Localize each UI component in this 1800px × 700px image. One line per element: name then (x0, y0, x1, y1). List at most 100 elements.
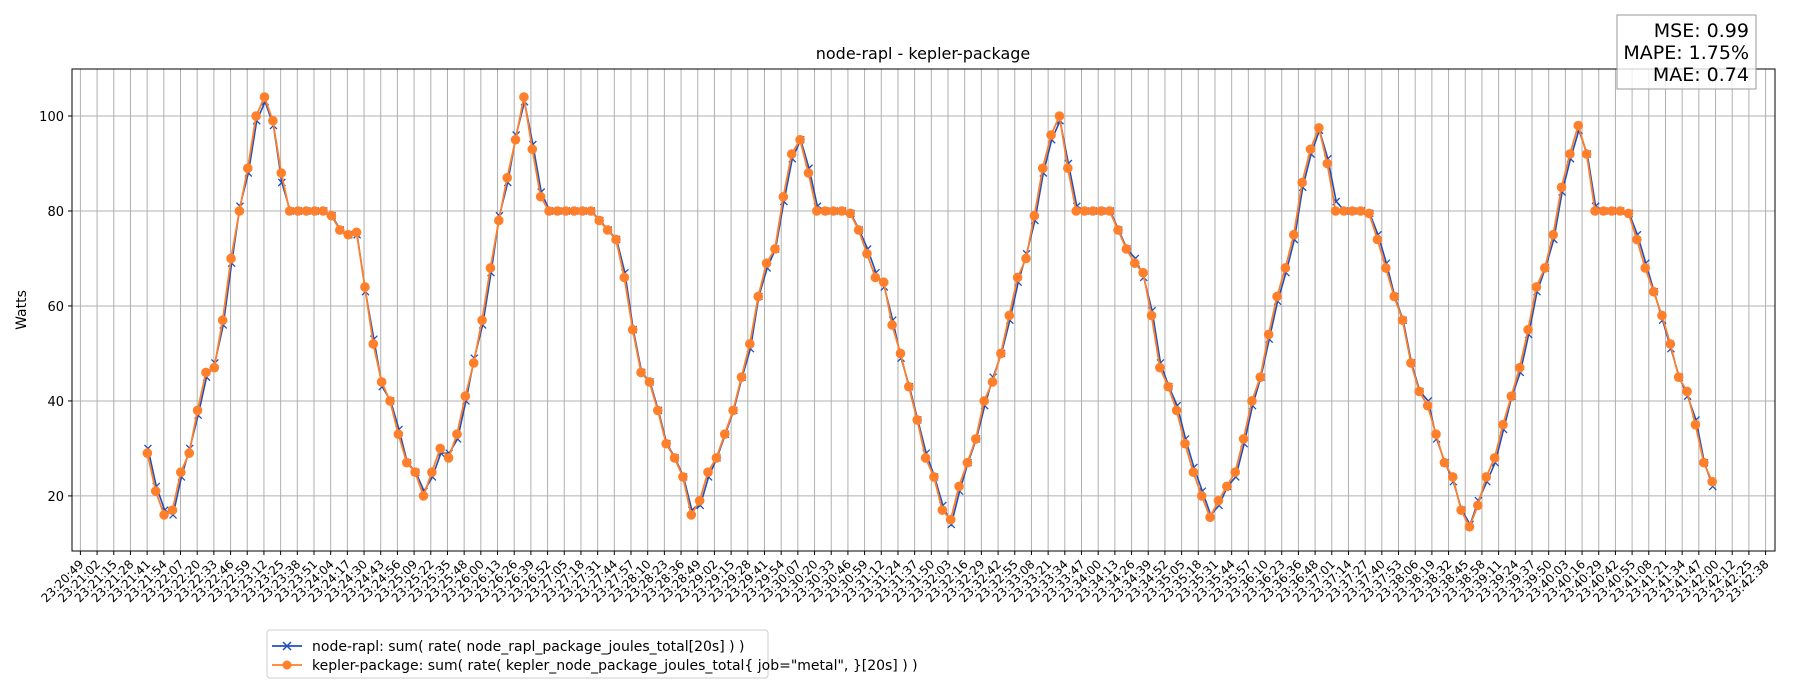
data-point-kepler-package (1339, 206, 1349, 216)
data-point-kepler-package (1280, 263, 1291, 273)
data-point-kepler-package (786, 149, 797, 159)
data-point-kepler-package (343, 229, 353, 240)
data-point-kepler-package (1481, 472, 1492, 482)
data-point-kepler-package (1364, 208, 1374, 219)
data-point-kepler-package (1213, 495, 1224, 506)
data-point-kepler-package (1682, 386, 1692, 397)
data-point-kepler-package (711, 453, 722, 463)
legend-x-marker-icon (282, 641, 292, 651)
data-point-kepler-package (1565, 149, 1575, 159)
data-point-kepler-package (1372, 234, 1383, 245)
data-point-kepler-package (502, 172, 512, 183)
data-point-kepler-package (945, 514, 956, 525)
data-point-kepler-package (242, 163, 253, 174)
y-tick-label: 100 (39, 110, 64, 125)
data-point-kepler-package (1021, 253, 1031, 264)
axes-frame (71, 68, 1776, 552)
data-point-kepler-package (1406, 358, 1416, 368)
data-point-kepler-package (920, 453, 931, 463)
data-point-kepler-package (929, 472, 939, 482)
data-point-kepler-package (1439, 457, 1450, 468)
data-point-kepler-package (217, 315, 228, 326)
data-point-kepler-package (1171, 405, 1182, 416)
data-point-kepler-package (912, 415, 922, 425)
data-point-kepler-package (1447, 472, 1458, 482)
data-point-kepler-package (828, 206, 839, 216)
data-point-kepler-package (401, 457, 412, 468)
y-tick-label: 80 (47, 205, 64, 220)
data-point-kepler-package (753, 291, 764, 302)
chart-title: node-rapl - kepler-package (816, 44, 1031, 63)
data-point-kepler-package (226, 253, 236, 264)
data-point-kepler-package (862, 248, 872, 259)
data-point-kepler-package (1054, 111, 1065, 121)
grid (72, 69, 1775, 551)
data-point-kepler-package (142, 448, 153, 458)
data-point-kepler-package (167, 505, 178, 515)
data-point-kepler-package (1514, 362, 1525, 373)
data-point-kepler-package (728, 405, 738, 416)
data-point-kepler-package (1146, 310, 1157, 321)
data-point-kepler-package (276, 168, 287, 178)
data-point-kepler-package (259, 92, 270, 102)
data-point-kepler-package (1071, 206, 1081, 216)
stats-mape: MAPE: 1.75% (1623, 42, 1749, 64)
data-point-kepler-package (1657, 310, 1667, 321)
data-point-kepler-package (845, 208, 856, 219)
legend-frame (266, 629, 769, 679)
data-point-kepler-package (1389, 291, 1399, 302)
data-point-kepler-package (1456, 505, 1466, 515)
data-point-kepler-package (1305, 144, 1316, 155)
data-point-kepler-package (619, 272, 630, 283)
data-point-kepler-package (795, 134, 805, 145)
data-point-kepler-package (1347, 206, 1358, 216)
data-point-kepler-package (544, 206, 554, 216)
data-point-kepler-package (719, 429, 730, 439)
data-point-kepler-package (1314, 123, 1324, 133)
data-point-kepler-package (1707, 476, 1717, 487)
data-point-kepler-package (284, 206, 295, 216)
series-layer (142, 92, 1717, 532)
data-point-kepler-package (1263, 329, 1274, 340)
data-point-kepler-package (694, 495, 705, 506)
data-point-kepler-package (1063, 163, 1073, 174)
data-point-kepler-package (1648, 286, 1659, 297)
data-point-kepler-package (1489, 453, 1500, 463)
y-tick-label: 20 (47, 490, 64, 505)
data-point-kepler-package (1640, 263, 1651, 273)
y-axis-label: Watts (14, 290, 30, 330)
data-point-kepler-package (385, 396, 395, 406)
data-point-kepler-package (811, 206, 822, 216)
data-point-kepler-package (1104, 206, 1115, 216)
data-point-kepler-package (853, 225, 864, 235)
data-point-kepler-package (745, 339, 755, 349)
data-point-kepler-package (1623, 208, 1634, 219)
data-point-kepler-package (1230, 467, 1240, 477)
data-point-kepler-package (1422, 400, 1433, 411)
legend-label-node-rapl: node-rapl: sum( rate( node_rapl_package_… (312, 639, 744, 655)
data-point-kepler-package (184, 448, 194, 458)
data-point-kepler-package (778, 191, 789, 202)
data-point-kepler-package (150, 486, 161, 496)
data-point-kepler-package (510, 134, 521, 145)
data-point-kepler-package (251, 111, 261, 121)
data-point-kepler-package (468, 358, 479, 368)
data-point-kepler-package (159, 510, 169, 520)
data-point-kepler-package (1590, 206, 1600, 216)
data-point-kepler-package (1498, 419, 1508, 430)
data-point-kepler-package (318, 206, 328, 216)
data-point-kepler-package (962, 457, 973, 468)
data-point-kepler-package (560, 206, 571, 216)
data-point-kepler-package (1539, 263, 1550, 273)
stats-box: MSE: 0.99 MAPE: 1.75% MAE: 0.74 (1616, 14, 1757, 90)
data-point-kepler-package (569, 206, 579, 216)
data-point-kepler-package (452, 429, 462, 439)
data-point-kepler-package (326, 210, 337, 221)
data-point-kepler-package (1138, 267, 1148, 278)
data-point-kepler-package (477, 315, 487, 326)
data-point-kepler-package (418, 491, 429, 501)
data-point-kepler-package (1355, 206, 1366, 216)
data-point-kepler-package (1096, 206, 1107, 216)
y-tick-label: 60 (47, 300, 64, 315)
